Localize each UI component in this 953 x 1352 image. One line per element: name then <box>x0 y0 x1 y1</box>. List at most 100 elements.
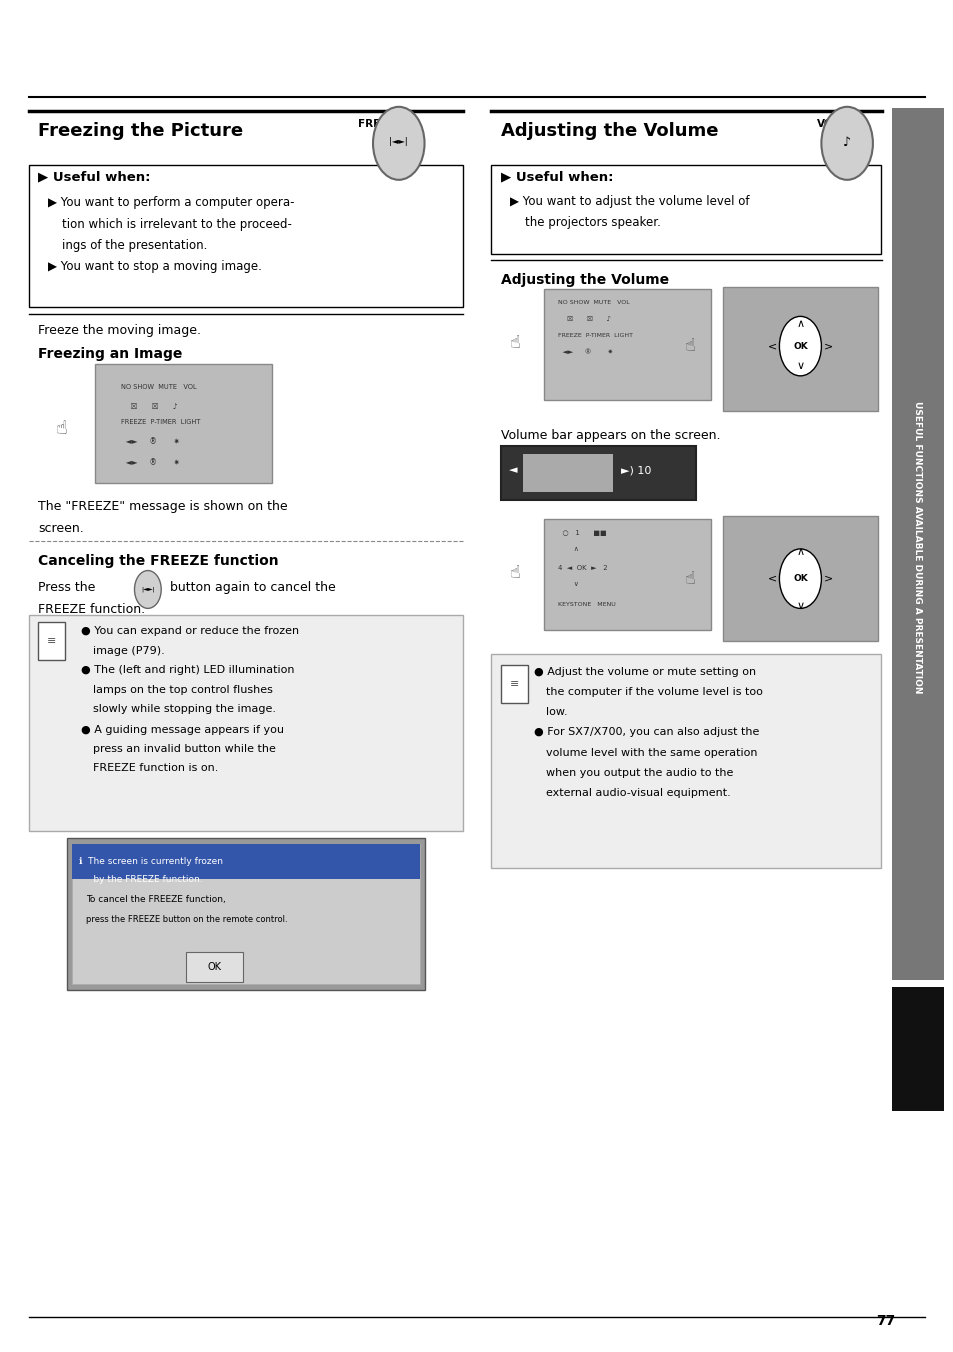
FancyBboxPatch shape <box>722 516 877 641</box>
FancyBboxPatch shape <box>38 622 65 660</box>
FancyBboxPatch shape <box>29 165 462 307</box>
FancyBboxPatch shape <box>500 446 696 500</box>
Text: Canceling the FREEZE function: Canceling the FREEZE function <box>38 554 278 568</box>
Text: The "FREEZE" message is shown on the: The "FREEZE" message is shown on the <box>38 500 288 514</box>
FancyBboxPatch shape <box>71 844 419 879</box>
FancyBboxPatch shape <box>500 665 527 703</box>
Text: ☝: ☝ <box>509 334 520 353</box>
Text: ∨: ∨ <box>796 600 803 611</box>
FancyBboxPatch shape <box>186 952 243 982</box>
Text: To cancel the FREEZE function,: To cancel the FREEZE function, <box>86 895 225 904</box>
Text: Press the: Press the <box>38 581 95 595</box>
Text: 77: 77 <box>875 1314 894 1328</box>
Text: ● The (left and right) LED illumination: ● The (left and right) LED illumination <box>81 665 294 675</box>
Text: ☒      ☒      ♪: ☒ ☒ ♪ <box>558 316 611 322</box>
Text: the projectors speaker.: the projectors speaker. <box>524 216 659 230</box>
Text: >: > <box>822 573 832 584</box>
Circle shape <box>779 316 821 376</box>
Text: the computer if the volume level is too: the computer if the volume level is too <box>545 687 761 696</box>
Text: >: > <box>822 341 832 352</box>
Text: ◄: ◄ <box>508 465 517 476</box>
FancyBboxPatch shape <box>491 654 880 868</box>
Circle shape <box>373 107 424 180</box>
Text: ◄►     ®       ✷: ◄► ® ✷ <box>121 437 180 446</box>
Text: tion which is irrelevant to the proceed-: tion which is irrelevant to the proceed- <box>62 218 292 231</box>
FancyBboxPatch shape <box>543 519 710 630</box>
Text: ☝: ☝ <box>684 337 696 356</box>
Text: ≡: ≡ <box>47 635 56 646</box>
Text: ▶ You want to perform a computer opera-: ▶ You want to perform a computer opera- <box>48 196 294 210</box>
FancyBboxPatch shape <box>891 987 943 1111</box>
Text: |◄►|: |◄►| <box>389 138 408 146</box>
Text: NO SHOW  MUTE   VOL: NO SHOW MUTE VOL <box>558 300 629 306</box>
FancyBboxPatch shape <box>491 165 880 254</box>
Text: ● Adjust the volume or mute setting on: ● Adjust the volume or mute setting on <box>534 667 756 676</box>
Text: ○   1      ■■: ○ 1 ■■ <box>558 530 606 535</box>
Text: Freezing an Image: Freezing an Image <box>38 347 182 361</box>
FancyBboxPatch shape <box>95 364 272 483</box>
Text: ▶ You want to adjust the volume level of: ▶ You want to adjust the volume level of <box>510 195 749 208</box>
Text: low.: low. <box>545 707 567 717</box>
Text: lamps on the top control flushes: lamps on the top control flushes <box>92 685 273 695</box>
Text: ≡: ≡ <box>509 679 518 690</box>
Text: FREEZE function is on.: FREEZE function is on. <box>92 763 217 772</box>
FancyBboxPatch shape <box>522 454 613 492</box>
FancyBboxPatch shape <box>722 287 877 411</box>
Text: Volume bar appears on the screen.: Volume bar appears on the screen. <box>500 429 720 442</box>
Text: <: < <box>767 341 777 352</box>
Text: ☒      ☒      ♪: ☒ ☒ ♪ <box>121 402 177 411</box>
Text: ings of the presentation.: ings of the presentation. <box>62 239 207 253</box>
Text: OK: OK <box>792 575 807 583</box>
Text: ►) 10: ►) 10 <box>620 465 651 476</box>
Text: NO SHOW  MUTE   VOL: NO SHOW MUTE VOL <box>121 384 196 389</box>
Text: OK: OK <box>208 961 221 972</box>
Text: ♪: ♪ <box>842 135 850 149</box>
Text: ◄►     ®       ✷: ◄► ® ✷ <box>121 458 180 468</box>
Text: by the FREEZE function.: by the FREEZE function. <box>79 875 203 884</box>
Text: ● You can expand or reduce the frozen: ● You can expand or reduce the frozen <box>81 626 299 635</box>
Text: press an invalid button while the: press an invalid button while the <box>92 744 275 753</box>
Text: ∨: ∨ <box>796 361 803 372</box>
Text: ▶ Useful when:: ▶ Useful when: <box>500 170 613 184</box>
Text: ∧: ∧ <box>558 546 578 552</box>
Text: FREEZE  P-TIMER  LIGHT: FREEZE P-TIMER LIGHT <box>121 419 200 425</box>
FancyBboxPatch shape <box>67 838 424 990</box>
Text: ☝: ☝ <box>684 569 696 588</box>
Text: OK: OK <box>792 342 807 350</box>
Text: |◄►|: |◄►| <box>141 587 154 592</box>
Text: slowly while stopping the image.: slowly while stopping the image. <box>92 704 275 714</box>
Text: USEFUL FUNCTIONS AVAILABLE DURING A PRESENTATION: USEFUL FUNCTIONS AVAILABLE DURING A PRES… <box>912 402 922 694</box>
Text: volume level with the same operation: volume level with the same operation <box>545 748 757 757</box>
Text: ∧: ∧ <box>796 546 803 557</box>
Text: KEYSTONE   MENU: KEYSTONE MENU <box>558 602 616 607</box>
FancyBboxPatch shape <box>543 289 710 400</box>
Text: ☝: ☝ <box>509 564 520 583</box>
Text: FREEZE: FREEZE <box>357 119 401 128</box>
Text: Adjusting the Volume: Adjusting the Volume <box>500 122 718 139</box>
Text: FREEZE function.: FREEZE function. <box>38 603 145 617</box>
Text: external audio-visual equipment.: external audio-visual equipment. <box>545 788 730 798</box>
FancyBboxPatch shape <box>29 615 462 831</box>
FancyBboxPatch shape <box>71 844 419 984</box>
Text: 4  ◄  OK  ►   2: 4 ◄ OK ► 2 <box>558 565 607 571</box>
Text: ◄►     ®       ✷: ◄► ® ✷ <box>558 349 613 354</box>
Text: ℹ  The screen is currently frozen: ℹ The screen is currently frozen <box>79 857 223 865</box>
Text: button again to cancel the: button again to cancel the <box>170 581 335 595</box>
Text: ● For SX7/X700, you can also adjust the: ● For SX7/X700, you can also adjust the <box>534 727 759 737</box>
Text: FREEZE  P-TIMER  LIGHT: FREEZE P-TIMER LIGHT <box>558 333 633 338</box>
Text: Adjusting the Volume: Adjusting the Volume <box>500 273 668 287</box>
Text: ☝: ☝ <box>56 419 68 438</box>
Text: ∨: ∨ <box>558 581 578 587</box>
FancyBboxPatch shape <box>891 108 943 980</box>
Text: press the FREEZE button on the remote control.: press the FREEZE button on the remote co… <box>86 915 287 925</box>
Text: ▶ Useful when:: ▶ Useful when: <box>38 170 151 184</box>
Text: ∧: ∧ <box>796 319 803 330</box>
Text: image (P79).: image (P79). <box>92 646 164 656</box>
Text: ▶ You want to stop a moving image.: ▶ You want to stop a moving image. <box>48 260 261 273</box>
Text: when you output the audio to the: when you output the audio to the <box>545 768 732 777</box>
Text: VOL: VOL <box>816 119 839 128</box>
Text: ● A guiding message appears if you: ● A guiding message appears if you <box>81 725 284 734</box>
Text: screen.: screen. <box>38 522 84 535</box>
Circle shape <box>134 571 161 608</box>
Text: Freeze the moving image.: Freeze the moving image. <box>38 324 201 338</box>
